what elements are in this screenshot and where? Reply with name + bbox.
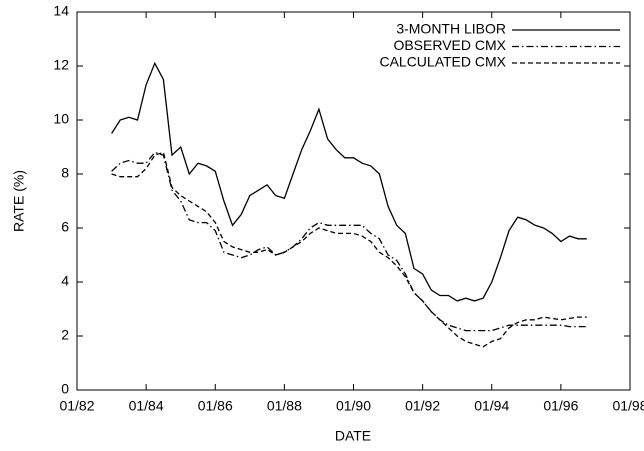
- x-tick-label: 01/90: [336, 398, 371, 414]
- y-tick-label: 0: [61, 381, 69, 397]
- legend-label: 3-MONTH LIBOR: [396, 21, 506, 37]
- y-tick-label: 4: [61, 273, 69, 289]
- series-line: [111, 61, 587, 302]
- series-line: [111, 151, 587, 332]
- y-tick-label: 8: [61, 165, 69, 181]
- x-tick-label: 01/84: [129, 398, 164, 414]
- x-tick-label: 01/88: [267, 398, 302, 414]
- y-tick-label: 2: [61, 327, 69, 343]
- y-axis-label: RATE (%): [11, 170, 27, 232]
- x-axis-label: DATE: [335, 428, 371, 444]
- x-tick-label: 01/82: [59, 398, 94, 414]
- y-tick-label: 6: [61, 219, 69, 235]
- y-tick-label: 14: [53, 3, 69, 19]
- y-tick-label: 12: [53, 57, 69, 73]
- legend-label: CALCULATED CMX: [379, 54, 506, 70]
- y-tick-label: 10: [53, 111, 69, 127]
- x-tick-label: 01/86: [198, 398, 233, 414]
- plot-frame: [76, 11, 631, 391]
- x-tick-label: 01/92: [405, 398, 440, 414]
- x-tick-label: 01/98: [612, 398, 644, 414]
- legend-label: OBSERVED CMX: [393, 37, 506, 53]
- x-tick-label: 01/94: [474, 398, 509, 414]
- series-line: [111, 151, 587, 348]
- x-tick-label: 01/96: [543, 398, 578, 414]
